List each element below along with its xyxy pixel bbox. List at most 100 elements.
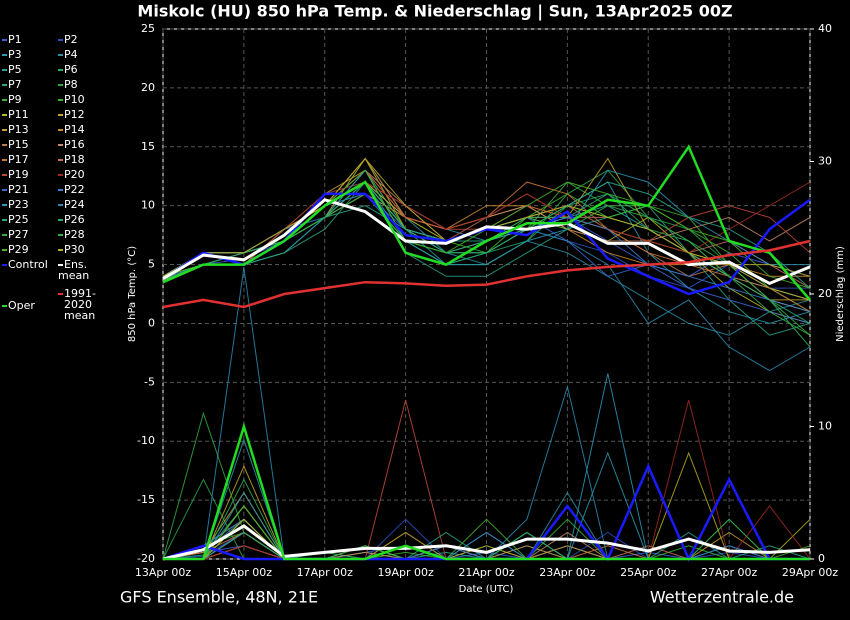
legend-swatch: [2, 204, 7, 206]
y-tick-label: 10: [141, 199, 155, 212]
legend-entry: P23: [2, 199, 64, 210]
legend-swatch: [58, 174, 63, 176]
x-axis-label: Date (UTC): [459, 584, 514, 595]
legend-label: P14: [64, 123, 85, 136]
legend-swatch: [58, 219, 63, 221]
legend-entry: P17: [2, 154, 64, 165]
legend-entry: P10: [58, 94, 120, 105]
legend-label: 1991-2020 mean: [64, 287, 96, 322]
legend-entry: Oper: [2, 300, 64, 311]
legend-label: P2: [64, 33, 78, 46]
legend-swatch: [58, 293, 63, 295]
legend-entry: P3: [2, 49, 64, 60]
x-tick-label: 25Apr 00z: [620, 566, 677, 579]
x-tick-label: 27Apr 00z: [701, 566, 758, 579]
y2-tick-label: 0: [818, 552, 825, 565]
legend-label: P17: [8, 153, 29, 166]
legend-label: P6: [64, 63, 78, 76]
legend-swatch: [2, 264, 7, 266]
legend-label: P24: [64, 198, 85, 211]
legend-entry: P13: [2, 124, 64, 135]
legend-swatch: [2, 174, 7, 176]
legend-entry: P27: [2, 229, 64, 240]
legend-entry: P14: [58, 124, 120, 135]
legend-entry: P30: [58, 244, 120, 255]
y2-tick-label: 40: [818, 22, 832, 35]
legend-entry: P5: [2, 64, 64, 75]
legend-swatch: [2, 39, 7, 41]
legend-swatch: [2, 99, 7, 101]
legend-swatch: [2, 84, 7, 86]
legend-entry: P8: [58, 79, 120, 90]
legend-label: P12: [64, 108, 85, 121]
legend-entry: 1991-2020 mean: [58, 288, 120, 321]
legend-label: Ens. mean: [58, 258, 90, 282]
legend-swatch: [58, 54, 63, 56]
legend-label: P5: [8, 63, 22, 76]
legend-swatch: [2, 69, 7, 71]
x-tick-label: 17Apr 00z: [297, 566, 354, 579]
precip-line: [162, 524, 811, 561]
legend-entry: P15: [2, 139, 64, 150]
y2-tick-label: 20: [818, 287, 832, 300]
precip-line: [163, 422, 810, 561]
legend-label: P28: [64, 228, 85, 241]
legend-entry: P26: [58, 214, 120, 225]
legend-swatch: [58, 99, 63, 101]
legend-swatch: [58, 144, 63, 146]
temp-line: [162, 239, 811, 309]
legend-label: P21: [8, 183, 29, 196]
legend-label: P20: [64, 168, 85, 181]
legend-label: Control: [8, 258, 48, 271]
legend-label: P16: [64, 138, 85, 151]
legend-label: P9: [8, 93, 22, 106]
legend-swatch: [58, 249, 63, 251]
legend-swatch: [2, 114, 7, 116]
legend-label: P3: [8, 48, 22, 61]
legend-swatch: [2, 305, 7, 307]
y-tick-label: 15: [141, 140, 155, 153]
credit-label: Wetterzentrale.de: [650, 588, 794, 607]
legend-entry: P21: [2, 184, 64, 195]
legend-swatch: [58, 204, 63, 206]
y-tick-label: 0: [148, 316, 155, 329]
chart-title: Miskolc (HU) 850 hPa Temp. & Niederschla…: [137, 2, 732, 22]
y-tick-label: -10: [137, 434, 155, 447]
legend-label: P26: [64, 213, 85, 226]
legend-entry: P29: [2, 244, 64, 255]
legend-swatch: [58, 129, 63, 131]
legend-label: P1: [8, 33, 22, 46]
x-tick-label: 13Apr 00z: [135, 566, 192, 579]
legend-entry: P6: [58, 64, 120, 75]
legend-entry: P25: [2, 214, 64, 225]
legend-swatch: [2, 54, 7, 56]
y-tick-label: 20: [141, 81, 155, 94]
legend-swatch: [2, 159, 7, 161]
legend-swatch: [58, 264, 63, 266]
legend-label: P18: [64, 153, 85, 166]
legend-label: P7: [8, 78, 22, 91]
legend-swatch: [2, 129, 7, 131]
legend-label: P29: [8, 243, 29, 256]
y-tick-label: 5: [148, 258, 155, 271]
y-axis-label: 850 hPa Temp. (°C): [127, 246, 138, 342]
temp-line: [162, 198, 811, 286]
x-tick-label: 21Apr 00z: [458, 566, 515, 579]
y-tick-label: -20: [137, 552, 155, 565]
legend-entry: Ens. mean: [58, 259, 120, 281]
legend-swatch: [58, 69, 63, 71]
legend-label: Oper: [8, 299, 35, 312]
legend-label: P8: [64, 78, 78, 91]
temp-line: [162, 192, 811, 296]
legend-label: P13: [8, 123, 29, 136]
legend-swatch: [58, 39, 63, 41]
legend-swatch: [58, 114, 63, 116]
temp-line: [162, 144, 811, 301]
legend-label: P25: [8, 213, 29, 226]
legend-entry: P16: [58, 139, 120, 150]
legend-entry: Control: [2, 259, 64, 270]
x-tick-label: 15Apr 00z: [216, 566, 273, 579]
legend-entry: P19: [2, 169, 64, 180]
